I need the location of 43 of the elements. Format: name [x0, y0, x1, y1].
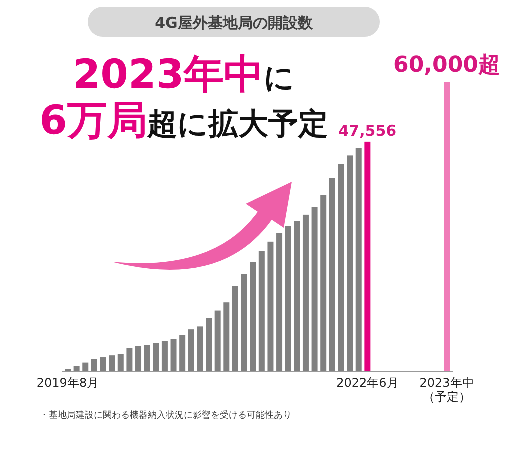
- bar: [188, 330, 194, 371]
- bar: [285, 226, 292, 371]
- x-tick-label: 2022年6月: [336, 376, 399, 390]
- x-tick-label: 2019年8月: [36, 376, 100, 390]
- bar: [444, 82, 450, 371]
- bar: [144, 345, 150, 371]
- data-label: 60,000超: [394, 53, 500, 78]
- bar: [312, 207, 318, 371]
- bar: [338, 164, 344, 371]
- bar: [329, 178, 336, 371]
- bar: [364, 142, 371, 371]
- bar: [109, 356, 116, 371]
- bar: [180, 335, 186, 371]
- x-tick-label: 2023年中（予定）: [420, 376, 474, 404]
- bar: [136, 346, 142, 371]
- bar: [276, 233, 283, 371]
- bar: [162, 341, 168, 371]
- chart-title: 4G屋外基地局の開設数: [155, 14, 314, 32]
- bar: [302, 214, 309, 371]
- bar: [294, 221, 300, 371]
- bar: [100, 358, 106, 371]
- bar: [126, 348, 133, 371]
- bar: [206, 318, 212, 371]
- bar: [197, 326, 204, 371]
- bar: [356, 148, 362, 371]
- bar: [91, 359, 98, 371]
- bar: [170, 339, 177, 371]
- bar: [82, 362, 89, 371]
- bar: [268, 242, 274, 371]
- bar: [250, 262, 256, 371]
- bar: [258, 251, 265, 371]
- bar: [118, 354, 124, 371]
- bar: [241, 274, 248, 371]
- data-label: 47,556: [338, 122, 397, 140]
- bar: [347, 156, 354, 371]
- bar: [232, 286, 238, 371]
- text: 2023年中に 6万局超に拡大予定: [40, 52, 328, 144]
- bar: [214, 310, 221, 371]
- bar: [224, 302, 230, 371]
- bar: [153, 343, 160, 371]
- text: ・基地局建設に関わる機器納入状況に影響を受ける可能性あり: [40, 410, 292, 421]
- bar: [74, 366, 80, 371]
- bar: [320, 195, 327, 371]
